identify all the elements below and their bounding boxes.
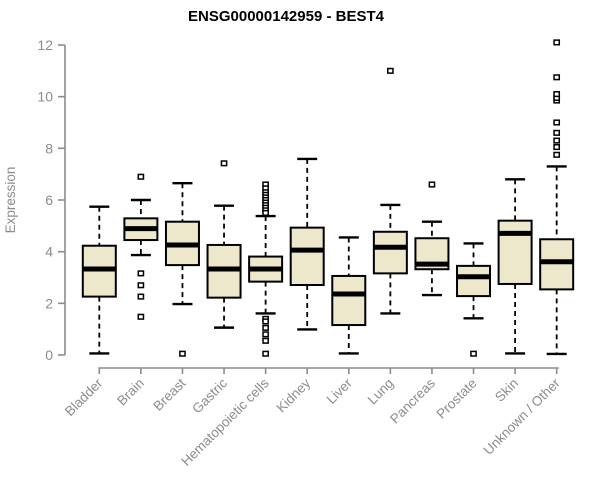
iqr-box	[331, 274, 367, 327]
y-tick-label: 0	[45, 347, 53, 363]
outlier-point	[428, 181, 436, 188]
outlier-point	[262, 209, 269, 216]
iqr-box	[372, 230, 408, 275]
outlier-point	[220, 160, 228, 167]
box-breast	[164, 182, 200, 357]
outlier-point	[179, 350, 186, 357]
x-tick-label: Skin	[492, 376, 521, 405]
outlier-point	[553, 129, 561, 136]
outlier-point	[553, 137, 561, 144]
x-tick-label: Lung	[365, 376, 397, 408]
outlier-point	[387, 67, 394, 74]
outlier-point	[137, 173, 145, 180]
iqr-box	[539, 238, 575, 291]
y-tick-label: 12	[37, 37, 53, 53]
outlier-point	[553, 151, 561, 158]
x-tick-label: Kidney	[274, 375, 314, 415]
outlier-point	[262, 318, 269, 325]
x-tick-label: Brain	[114, 376, 147, 409]
x-tick-label: Bladder	[62, 375, 106, 419]
x-tick-label: Pancreas	[387, 375, 438, 426]
x-tick-label: Unknown / Other	[481, 375, 564, 458]
x-tick-label: Liver	[324, 375, 356, 407]
outlier-point	[553, 74, 561, 81]
outlier-point	[137, 270, 145, 277]
box-pancreas	[414, 181, 450, 297]
y-axis-title: Expression	[3, 167, 18, 234]
box-prostate	[456, 242, 492, 357]
outlier-point	[262, 337, 269, 344]
box-kidney	[289, 157, 325, 331]
outlier-point	[553, 119, 561, 126]
box-gastric	[206, 160, 242, 329]
y-tick-label: 10	[37, 89, 53, 105]
iqr-box	[456, 264, 492, 298]
outlier-point	[137, 293, 145, 300]
outlier-point	[137, 313, 145, 320]
box-lung	[372, 67, 408, 315]
iqr-box	[497, 219, 533, 285]
outlier-point	[262, 350, 269, 357]
boxes-layer	[81, 39, 575, 357]
box-unknown-other	[539, 39, 575, 356]
iqr-box	[289, 226, 325, 286]
box-brain	[123, 173, 159, 320]
box-bladder	[81, 205, 117, 355]
y-tick-label: 4	[45, 244, 53, 260]
x-tick-label: Prostate	[433, 376, 479, 422]
y-tick-label: 8	[45, 140, 53, 156]
y-tick-label: 6	[45, 192, 53, 208]
outlier-point	[553, 39, 561, 46]
outlier-point	[470, 350, 477, 357]
outlier-point	[553, 91, 561, 98]
box-skin	[497, 178, 533, 355]
outlier-point	[553, 143, 561, 151]
box-hematopoietic-cells	[248, 181, 284, 357]
box-liver	[331, 236, 367, 355]
x-tick-label: Breast	[150, 375, 188, 413]
outlier-point	[262, 331, 269, 338]
outlier-point	[137, 282, 145, 289]
y-tick-label: 2	[45, 295, 53, 311]
x-tick-label: Gastric	[189, 375, 230, 416]
chart-title: ENSG00000142959 - BEST4	[188, 8, 385, 25]
outlier-point	[262, 324, 269, 331]
